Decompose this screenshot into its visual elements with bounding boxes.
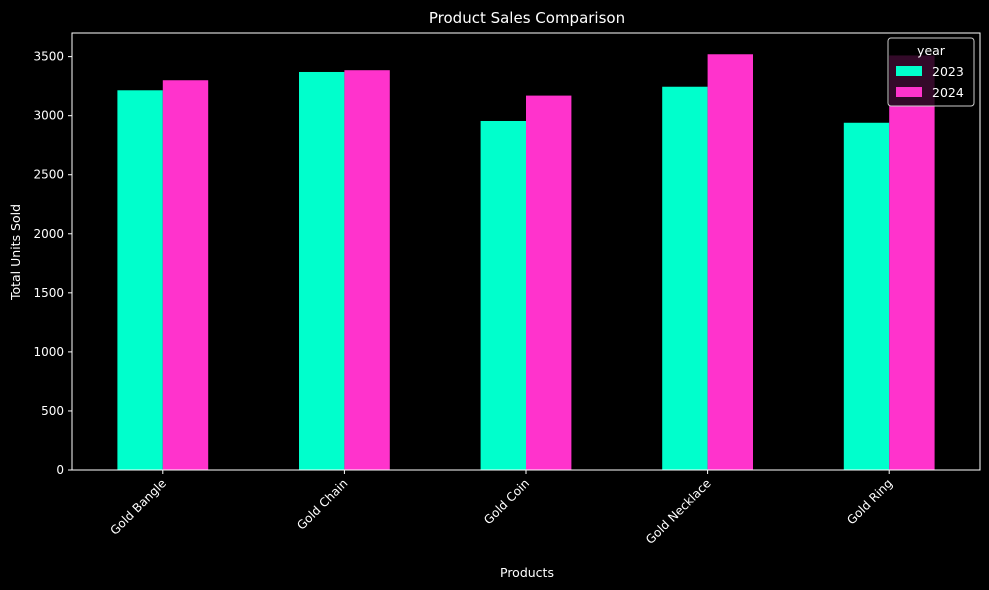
y-tick-label: 3500 [33,50,64,64]
y-axis-title: Total Units Sold [8,204,23,301]
bar-2023-gold-bangle [117,90,163,470]
y-tick-label: 2500 [33,168,64,182]
bar-2023-gold-chain [299,71,345,470]
legend: year 2023 2024 [887,37,975,107]
x-tick-label: Gold Bangle [107,476,168,537]
legend-swatch-2024 [896,87,922,97]
bar-2023-gold-coin [480,120,526,470]
y-tick-label: 0 [56,463,64,477]
y-tick-label: 3000 [33,109,64,123]
legend-title: year [917,43,946,58]
y-tick-label: 1500 [33,286,64,300]
legend-swatch-2023 [896,66,922,76]
x-tick-label: Gold Necklace [643,476,714,547]
legend-label-2024: 2024 [932,85,964,100]
x-tick-label: Gold Chain [294,476,350,532]
bar-2024-gold-necklace [707,54,753,470]
bar-2024-gold-coin [526,95,572,471]
bar-2024-gold-bangle [162,80,209,471]
bar-2023-gold-ring [843,122,890,471]
y-tick-label: 500 [41,404,64,418]
legend-label-2023: 2023 [932,64,964,79]
bar-2024-gold-ring [889,55,935,470]
x-axis-title: Products [500,565,554,580]
bar-2024-gold-chain [344,70,390,471]
bars-layer [117,54,935,471]
x-tick-label: Gold Coin [481,476,532,527]
x-tick-label: Gold Ring [844,476,895,527]
bar-2023-gold-necklace [662,86,708,470]
chart-title: Product Sales Comparison [429,9,625,27]
y-tick-label: 2000 [33,227,64,241]
y-tick-label: 1000 [33,345,64,359]
